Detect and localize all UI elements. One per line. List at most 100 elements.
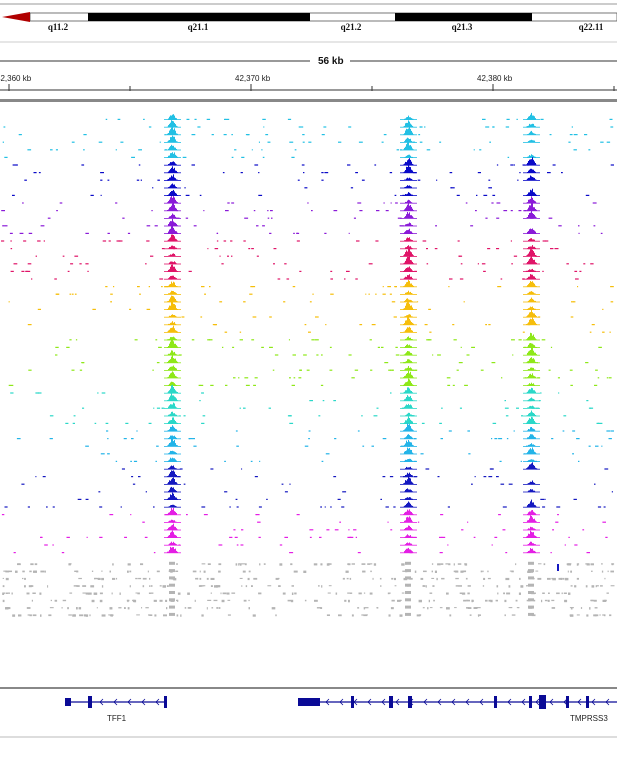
coverage-peak: [409, 525, 410, 531]
coverage-peak: [401, 142, 402, 143]
coverage-peak: [536, 370, 537, 371]
gene-track[interactable]: [65, 695, 617, 709]
coverage-noise: [287, 118, 292, 120]
coverage-noise: [27, 263, 32, 265]
coverage-peak: [409, 303, 410, 310]
coverage-peak: [523, 301, 524, 303]
coverage-peak: [410, 511, 411, 516]
coverage-peak: [404, 482, 405, 485]
coverage-noise: [609, 118, 613, 120]
coverage-peak: [415, 172, 416, 174]
coverage-peak: [529, 177, 530, 181]
coverage-peak: [171, 426, 172, 432]
coverage-peak: [168, 535, 169, 538]
coverage-peak: [531, 357, 532, 364]
coverage-peak: [529, 435, 530, 440]
gene-tff1[interactable]: [65, 696, 167, 708]
coverage-peak: [527, 323, 528, 326]
coverage-peak: [403, 187, 404, 189]
coverage-peak: [171, 137, 172, 143]
coverage-noise-gray: [462, 570, 466, 573]
gene-tmprss3[interactable]: [298, 695, 617, 709]
coverage-peak: [174, 534, 175, 538]
coverage-peak: [170, 359, 171, 364]
coverage-noise: [350, 187, 354, 189]
coverage-peak: [166, 263, 167, 265]
coverage-peak: [168, 438, 169, 440]
coverage-peak: [410, 159, 411, 166]
coverage-peak: [413, 134, 414, 136]
coverage-noise: [156, 407, 161, 409]
coverage-peak: [169, 414, 170, 417]
coverage-noise-gray: [34, 570, 37, 572]
coverage-peak: [413, 149, 414, 151]
coverage-noise: [422, 240, 427, 242]
coverage-peak: [403, 316, 404, 318]
coverage-peak: [166, 544, 167, 546]
coverage-tracks[interactable]: [1, 112, 615, 617]
coverage-peak: [408, 448, 409, 455]
coverage-peak: [405, 375, 406, 379]
gene-label-tmprss3[interactable]: TMPRSS3: [570, 714, 608, 723]
coverage-peak: [168, 360, 169, 364]
coverage-peak: [174, 236, 175, 242]
coverage-peak: [410, 260, 411, 265]
coverage-peak: [539, 484, 540, 485]
coverage-noise-gray: [47, 585, 49, 588]
coverage-peak: [414, 476, 415, 478]
coverage-peak: [166, 225, 167, 227]
coverage-peak: [174, 184, 175, 189]
coverage-peak: [173, 202, 174, 212]
coverage-peak: [538, 491, 539, 493]
coverage-peak: [534, 239, 535, 242]
coverage-noise: [142, 521, 145, 523]
coverage-noise-gray: [595, 585, 597, 588]
coverage-noise: [330, 270, 333, 272]
coverage-peak: [179, 332, 180, 333]
coverage-peak: [536, 446, 537, 447]
coverage-peak: [171, 275, 172, 280]
coverage-noise-gray: [402, 570, 406, 572]
coverage-peak: [410, 201, 411, 204]
coverage-peak: [175, 511, 176, 516]
chromosome-ideogram[interactable]: [2, 12, 617, 22]
coverage-noise: [362, 445, 365, 447]
coverage-peak: [173, 382, 174, 386]
coverage-peak: [407, 534, 408, 538]
coverage-peak: [165, 377, 166, 379]
coverage-peak: [416, 400, 417, 402]
strand-arrow: [451, 698, 456, 706]
coverage-noise: [572, 430, 576, 432]
coverage-peak: [178, 218, 179, 219]
coverage-peak: [409, 396, 410, 402]
coverage-peak: [414, 537, 415, 538]
coverage-peak: [171, 393, 172, 402]
coverage-noise: [179, 468, 183, 470]
coverage-peak: [405, 179, 406, 181]
coverage-noise-gray: [423, 570, 427, 573]
coverage-peak: [405, 451, 406, 455]
coverage-peak: [174, 479, 175, 485]
coverage-peak: [532, 462, 533, 470]
coverage-peak: [164, 271, 165, 272]
coverage-peak: [404, 323, 405, 326]
coverage-peak: [535, 422, 536, 424]
coverage-noise: [304, 445, 309, 447]
coverage-peak: [406, 527, 407, 531]
strand-arrow: [381, 698, 386, 706]
coverage-noise: [424, 126, 426, 128]
coverage-peak: [170, 373, 171, 379]
coverage-noise: [38, 172, 41, 174]
coverage-noise-gray: [111, 592, 113, 595]
gene-label-tff1[interactable]: TFF1: [107, 714, 127, 723]
coverage-peak: [401, 446, 402, 447]
coverage-peak: [173, 532, 174, 538]
coverage-peak: [401, 552, 402, 554]
coverage-peak: [164, 537, 165, 538]
coverage-peak: [406, 298, 407, 303]
coverage-peak: [164, 126, 165, 128]
coverage-peak: [404, 460, 405, 462]
coverage-peak: [176, 460, 177, 462]
coverage-peak: [409, 299, 410, 303]
